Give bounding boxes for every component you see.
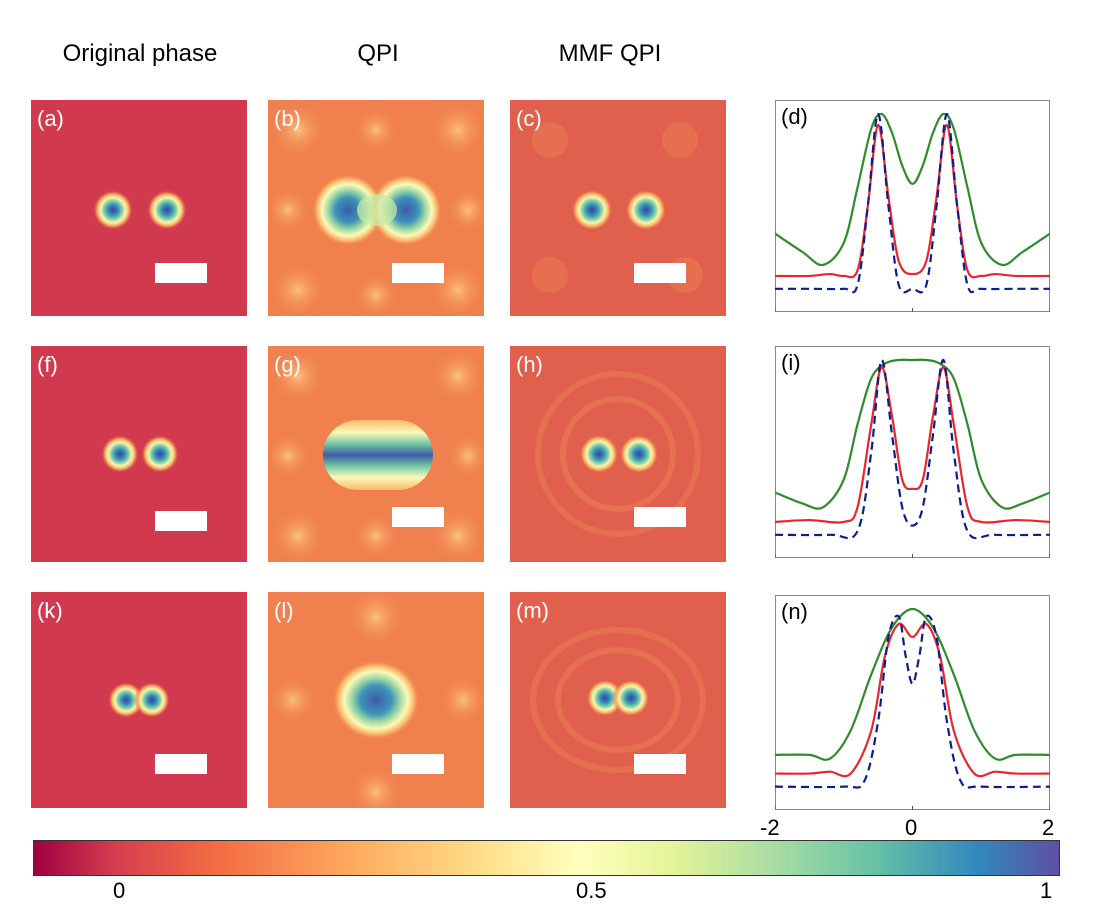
plot-frame: [775, 346, 1050, 558]
scale-bar: [155, 263, 207, 283]
scale-bar: [392, 507, 444, 527]
panel-label: (k): [37, 598, 63, 623]
panel-label: (l): [274, 598, 294, 623]
plot-panel-n: (n): [774, 595, 1051, 810]
plot-frame: [775, 595, 1050, 810]
line-plot-n: [774, 595, 1051, 810]
plot-panel-i: (i): [774, 346, 1051, 558]
plot-panel-d: (d): [774, 100, 1051, 312]
qpi-map: [268, 346, 484, 562]
column-title-mmf-qpi: MMF QPI: [558, 40, 662, 67]
panel-label: (g): [274, 352, 301, 377]
series-line-original: [774, 358, 1051, 540]
colorbar-gradient: [34, 841, 1059, 875]
scale-bar: [392, 754, 444, 774]
phase-map: [31, 592, 247, 808]
panel-f-original-phase: (f): [31, 346, 247, 562]
panel-label: (b): [274, 106, 301, 131]
colorbar-tick-label: 0: [113, 878, 126, 903]
line-plot-d: [774, 100, 1051, 312]
phase-map: [31, 346, 247, 562]
panel-label: (f): [37, 352, 58, 377]
qpi-map: [268, 592, 484, 808]
x-tick-label: 0: [905, 815, 918, 840]
series-line-mmf-qpi: [774, 366, 1051, 524]
panel-a-original-phase: (a): [31, 100, 247, 316]
panel-k-original-phase: (k): [31, 592, 247, 808]
column-title-qpi: QPI: [357, 40, 399, 67]
qpi-map: [268, 100, 484, 316]
panel-l-qpi: (l): [268, 592, 484, 808]
panel-label: (h): [516, 352, 543, 377]
scale-bar: [392, 263, 444, 283]
panel-label: (n): [781, 599, 808, 624]
line-plot-i: [774, 346, 1051, 558]
series-line-mmf-qpi: [774, 123, 1051, 279]
scale-bar: [634, 507, 686, 527]
panel-label: (d): [781, 104, 808, 129]
panel-c-mmf-qpi: (c): [510, 100, 726, 316]
panel-h-mmf-qpi: (h): [510, 346, 726, 562]
scale-bar: [155, 754, 207, 774]
scale-bar: [155, 511, 207, 531]
series-line-qpi: [774, 607, 1051, 761]
panel-b-qpi: (b): [268, 100, 484, 316]
series-line-original: [774, 614, 1051, 789]
scale-bar: [634, 263, 686, 283]
panel-label: (i): [781, 350, 801, 375]
mmf-qpi-map: [510, 346, 726, 562]
x-tick-label: 2: [1042, 815, 1055, 840]
panel-m-mmf-qpi: (m): [510, 592, 726, 808]
panel-g-qpi: (g): [268, 346, 484, 562]
x-tick-label: -2: [760, 815, 780, 840]
mmf-qpi-map: [510, 100, 726, 316]
scale-bar: [634, 754, 686, 774]
series-line-qpi: [774, 358, 1051, 510]
column-title-original: Original phase: [62, 40, 218, 67]
colorbar-tick-label: 1: [1040, 878, 1053, 903]
phase-map: [31, 100, 247, 316]
panel-label: (a): [37, 106, 64, 131]
series-line-mmf-qpi: [774, 622, 1051, 778]
panel-label: (m): [516, 598, 549, 623]
series-line-qpi: [774, 112, 1051, 267]
plot-frame: [775, 100, 1050, 312]
colorbar: [33, 840, 1060, 876]
mmf-qpi-map: [510, 592, 726, 808]
panel-label: (c): [516, 106, 542, 131]
colorbar-tick-label: 0.5: [576, 878, 607, 903]
